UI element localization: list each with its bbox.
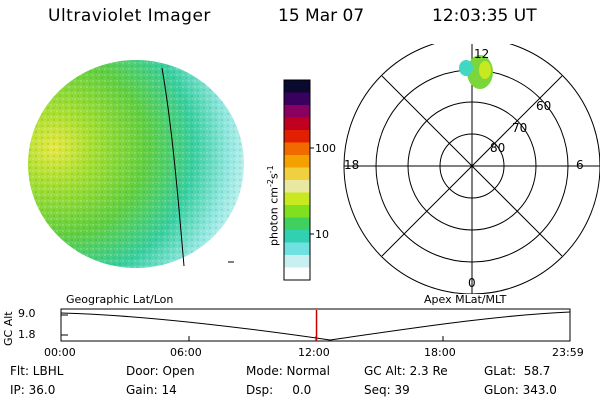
xtick-0000: 00:00 — [44, 346, 76, 359]
info-dsp: Dsp: 0.0 — [246, 383, 312, 397]
colorbar-swatch — [284, 80, 310, 93]
info-filter: Flt: LBHL — [10, 364, 64, 378]
info-mode: Mode: Normal — [246, 364, 330, 378]
colorbar-label-10: 10 — [315, 228, 329, 241]
info-seq: Seq: 39 — [364, 383, 410, 397]
xtick-2359: 23:59 — [552, 346, 584, 359]
colorbar-swatch — [284, 130, 310, 143]
timeline-ytick-bottom: 1.8 — [18, 328, 36, 341]
timeline-ylabel: GC Alt — [2, 311, 15, 346]
terminator-line — [161, 67, 185, 267]
colorbar-swatches — [284, 80, 310, 281]
colorbar-swatch — [284, 192, 310, 206]
header-title: Ultraviolet Imager — [48, 6, 211, 26]
colorbar-swatch — [284, 217, 310, 231]
colorbar-swatch — [284, 142, 310, 156]
colorbar-swatch — [284, 242, 310, 256]
colorbar-swatch — [284, 255, 310, 268]
header-time: 12:03:35 UT — [432, 6, 537, 26]
mlt-label-18: 18 — [344, 158, 359, 172]
lat-label-70: 70 — [512, 121, 527, 135]
info-glon: GLon: 343.0 — [484, 383, 557, 397]
colorbar-swatch — [284, 205, 310, 218]
info-gc-alt: GC Alt: 2.3 Re — [364, 364, 448, 378]
colorbar-swatch — [284, 167, 310, 181]
colorbar-swatch — [284, 230, 310, 243]
info-gain: Gain: 14 — [126, 383, 177, 397]
xtick-1200: 12:00 — [298, 346, 330, 359]
colorbar-swatch — [284, 267, 310, 281]
info-glat: GLat: 58.7 — [484, 364, 551, 378]
timeline-left-label: Geographic Lat/Lon — [66, 293, 174, 306]
header-date: 15 Mar 07 — [278, 6, 365, 26]
info-ip: IP: 36.0 — [10, 383, 56, 397]
aurora-patch-edge — [459, 60, 473, 76]
colorbar-swatch — [284, 155, 310, 168]
orbit-altitude-curve — [60, 311, 571, 341]
mlt-label-6: 6 — [576, 158, 584, 172]
polar-plot: 12 18 6 0 60 70 80 — [343, 44, 600, 294]
lat-label-80: 80 — [490, 141, 505, 155]
xtick-0600: 06:00 — [170, 346, 202, 359]
aurora-patch-core — [479, 61, 491, 79]
colorbar-swatch — [284, 117, 310, 131]
colorbar-swatch — [284, 92, 310, 106]
polar-diagonal-2 — [381, 75, 563, 257]
colorbar-frame — [283, 79, 311, 281]
colorbar: 100 10 — [283, 79, 336, 281]
info-door: Door: Open — [126, 364, 195, 378]
mlt-label-12: 12 — [474, 47, 489, 61]
timeline-plot — [60, 308, 571, 342]
colorbar-title: photon cm-2s-1 — [266, 165, 281, 246]
colorbar-swatch — [284, 105, 310, 118]
earth-texture — [28, 60, 244, 268]
timeline-ytick-top: 9.0 — [18, 307, 36, 320]
colorbar-label-100: 100 — [315, 142, 336, 155]
lat-label-60: 60 — [536, 99, 551, 113]
mlt-label-0: 0 — [468, 276, 476, 290]
xtick-1800: 18:00 — [424, 346, 456, 359]
timeline-right-label: Apex MLat/MLT — [424, 293, 507, 306]
earth-image — [28, 60, 244, 268]
colorbar-swatch — [284, 180, 310, 193]
